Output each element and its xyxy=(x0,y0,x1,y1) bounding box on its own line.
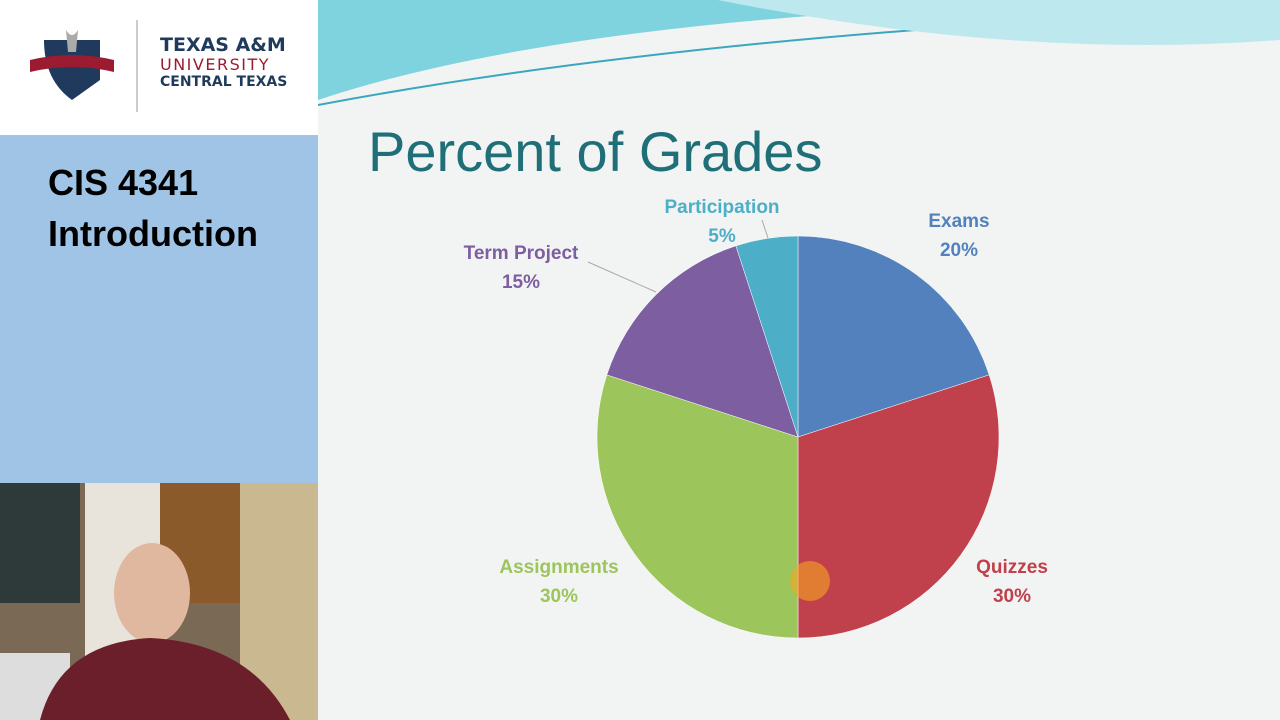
pie-slice xyxy=(606,245,799,438)
wave xyxy=(318,0,1280,100)
slide: Percent of Grades Exams 20% Quizzes 30% Assi… xyxy=(318,0,1280,639)
slice-label: Term Project xyxy=(464,243,579,264)
slice-label: Exams xyxy=(928,211,989,232)
slice-value: 15% xyxy=(502,272,540,293)
pie-slice xyxy=(797,374,1000,639)
cursor-highlight xyxy=(790,561,830,601)
pie-slice xyxy=(596,374,799,639)
pie-slice xyxy=(735,235,799,438)
face xyxy=(114,543,190,643)
slice-value: 20% xyxy=(940,240,978,261)
logo-shield xyxy=(44,40,100,100)
wave-light xyxy=(718,0,1280,45)
slice-label: Quizzes xyxy=(976,557,1048,578)
logo-line: UNIVERSITY xyxy=(160,55,270,74)
webcam xyxy=(0,483,318,720)
slice-label: Assignments xyxy=(499,557,618,578)
course-topic: Introduction xyxy=(48,213,258,254)
pie-slice xyxy=(797,235,990,438)
logo-mark xyxy=(30,20,138,112)
shirt xyxy=(40,638,290,720)
logo-line: CENTRAL TEXAS xyxy=(160,74,288,90)
leader-line xyxy=(761,219,769,239)
webcam-scene xyxy=(0,483,318,720)
logo-flame xyxy=(66,30,78,52)
slice-label: Participation xyxy=(664,197,779,218)
leader-line xyxy=(587,261,657,293)
logo-panel: TEXAS A&M UNIVERSITY CENTRAL TEXAS xyxy=(0,0,318,135)
course-code: CIS 4341 xyxy=(48,162,199,203)
chart-title: Percent of Grades xyxy=(368,120,822,183)
logo-line: TEXAS A&M xyxy=(160,34,286,56)
slice-value: 30% xyxy=(540,586,578,607)
title-panel: CIS 4341 Introduction xyxy=(0,135,318,483)
sidebar: TEXAS A&M UNIVERSITY CENTRAL TEXAS CIS 4… xyxy=(0,0,318,720)
logo-book xyxy=(30,55,114,72)
chalkboard xyxy=(0,483,80,603)
slice-value: 5% xyxy=(708,226,736,247)
slice-value: 30% xyxy=(993,586,1031,607)
